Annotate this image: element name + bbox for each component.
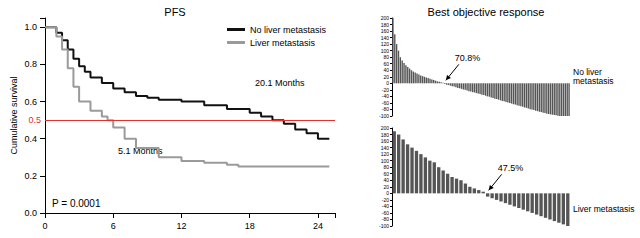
svg-text:60: 60 bbox=[383, 61, 389, 67]
svg-text:60: 60 bbox=[383, 171, 389, 177]
svg-text:-40: -40 bbox=[382, 203, 389, 209]
svg-text:-60: -60 bbox=[382, 210, 389, 216]
svg-text:24: 24 bbox=[313, 221, 323, 231]
svg-text:160: 160 bbox=[381, 138, 390, 144]
svg-text:0.8: 0.8 bbox=[24, 59, 37, 69]
svg-text:160: 160 bbox=[381, 28, 390, 34]
svg-text:20: 20 bbox=[383, 184, 389, 190]
svg-text:0: 0 bbox=[386, 190, 389, 196]
svg-text:20: 20 bbox=[383, 74, 389, 80]
svg-text:70.8%: 70.8% bbox=[455, 53, 481, 63]
svg-text:0.2: 0.2 bbox=[24, 171, 37, 181]
svg-text:Liver metastasis: Liver metastasis bbox=[250, 38, 316, 48]
svg-text:No liver: No liver bbox=[573, 66, 605, 77]
svg-text:40: 40 bbox=[383, 177, 389, 183]
svg-text:80: 80 bbox=[383, 54, 389, 60]
svg-text:-20: -20 bbox=[382, 197, 389, 203]
svg-text:140: 140 bbox=[381, 35, 390, 41]
svg-text:0: 0 bbox=[386, 80, 389, 86]
svg-text:180: 180 bbox=[381, 22, 390, 28]
svg-text:80: 80 bbox=[383, 164, 389, 170]
svg-text:18: 18 bbox=[245, 221, 255, 231]
svg-text:6: 6 bbox=[111, 221, 116, 231]
svg-text:Liver metastasis: Liver metastasis bbox=[573, 204, 634, 214]
svg-text:140: 140 bbox=[381, 145, 390, 151]
svg-text:200: 200 bbox=[381, 15, 390, 21]
svg-text:-80: -80 bbox=[382, 216, 389, 222]
svg-text:40: 40 bbox=[383, 67, 389, 73]
svg-text:200: 200 bbox=[381, 125, 390, 131]
svg-text:0: 0 bbox=[42, 221, 47, 231]
svg-text:Best objective response: Best objective response bbox=[428, 6, 545, 18]
svg-text:100: 100 bbox=[381, 158, 390, 164]
svg-text:-60: -60 bbox=[382, 100, 389, 106]
svg-text:120: 120 bbox=[381, 151, 390, 157]
svg-text:metastasis: metastasis bbox=[573, 76, 614, 86]
svg-text:-20: -20 bbox=[382, 87, 389, 93]
svg-text:No liver metastasis: No liver metastasis bbox=[250, 25, 327, 35]
svg-text:PFS: PFS bbox=[164, 6, 185, 18]
svg-text:180: 180 bbox=[381, 132, 390, 138]
svg-text:-80: -80 bbox=[382, 106, 389, 112]
svg-text:12: 12 bbox=[176, 221, 186, 231]
svg-text:-40: -40 bbox=[382, 93, 389, 99]
svg-text:1.0: 1.0 bbox=[24, 22, 37, 32]
svg-text:0.0: 0.0 bbox=[24, 208, 37, 218]
svg-text:20.1 Months: 20.1 Months bbox=[255, 78, 305, 88]
svg-text:Cumulative survival: Cumulative survival bbox=[9, 76, 19, 154]
svg-text:-100: -100 bbox=[379, 113, 389, 119]
svg-text:0.6: 0.6 bbox=[24, 97, 37, 107]
svg-text:120: 120 bbox=[381, 41, 390, 47]
svg-text:100: 100 bbox=[381, 48, 390, 54]
svg-text:5.1 Months: 5.1 Months bbox=[118, 145, 163, 156]
svg-text:0.4: 0.4 bbox=[24, 134, 37, 144]
svg-text:0.5: 0.5 bbox=[28, 115, 41, 125]
svg-text:P = 0.0001: P = 0.0001 bbox=[52, 198, 101, 209]
svg-text:-100: -100 bbox=[379, 223, 389, 229]
svg-text:47.5%: 47.5% bbox=[498, 163, 524, 173]
